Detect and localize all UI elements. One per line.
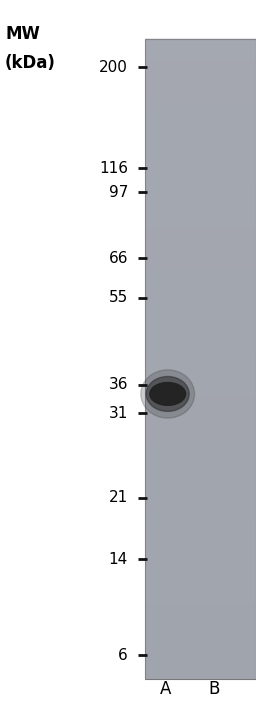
Text: 55: 55 (109, 290, 128, 306)
Ellipse shape (146, 376, 189, 412)
Text: 31: 31 (109, 405, 128, 421)
Ellipse shape (150, 383, 186, 405)
Text: (kDa): (kDa) (5, 54, 56, 72)
Text: B: B (208, 680, 219, 698)
Text: 21: 21 (109, 490, 128, 505)
Text: 116: 116 (99, 160, 128, 176)
Ellipse shape (141, 370, 195, 418)
Text: 200: 200 (99, 59, 128, 75)
Text: 66: 66 (109, 251, 128, 266)
Text: A: A (159, 680, 171, 698)
Text: 97: 97 (109, 184, 128, 200)
Text: MW: MW (5, 25, 40, 42)
Text: 36: 36 (109, 377, 128, 393)
Bar (145, 39, 256, 679)
Text: 6: 6 (118, 647, 128, 663)
Text: 14: 14 (109, 551, 128, 567)
